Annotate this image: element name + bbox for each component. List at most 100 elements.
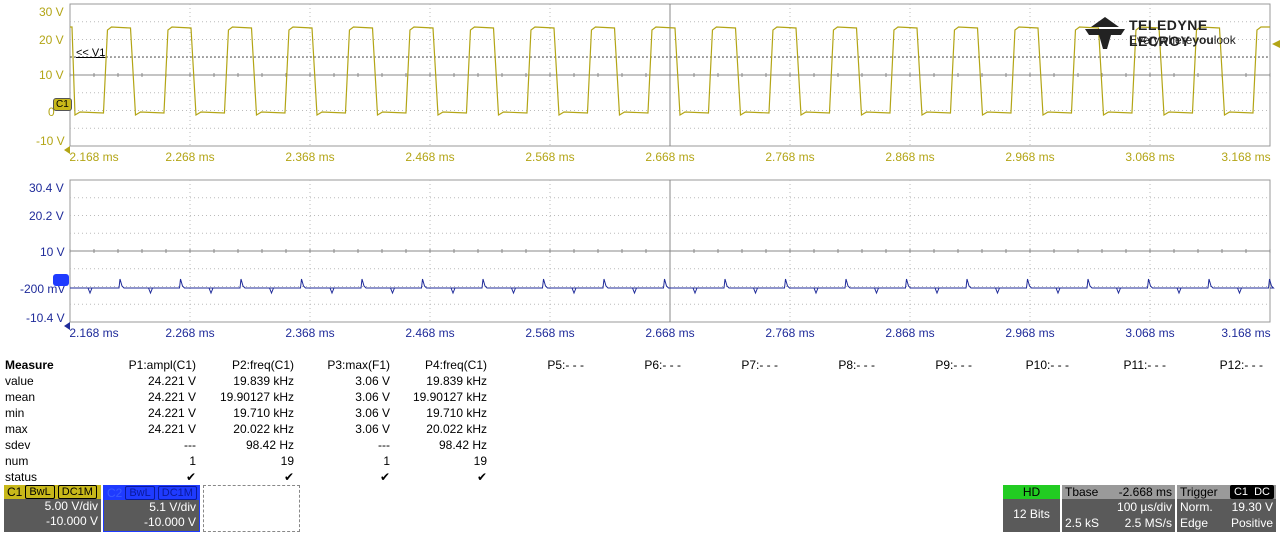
trigger-descriptor[interactable]: Trigger C1 DC Norm. 19.30 V Edge Positiv… <box>1177 485 1276 532</box>
c1-offset: -10.000 V <box>45 514 98 528</box>
bot-ylabel-20: 20.2 V <box>29 209 64 223</box>
c1-trace-marker[interactable]: C1 <box>53 98 72 111</box>
x-tick-label: 2.268 ms <box>165 150 215 164</box>
top-ylabel-0: 0 <box>48 105 55 119</box>
empty-channel-slot[interactable] <box>203 485 300 532</box>
teledyne-lecroy-logo: TELEDYNE LECROY Everywhereyoulook <box>1085 15 1270 50</box>
measure-cell: 19.90127 kHz <box>219 390 294 404</box>
x-tick-label: 2.968 ms <box>1005 326 1055 340</box>
timebase-delay: -2.668 ms <box>1118 485 1172 499</box>
measure-empty-param[interactable]: P11:- - - <box>1123 358 1166 372</box>
c2-bwl-tag: BwL <box>125 486 155 500</box>
measure-row-label: value <box>5 374 34 388</box>
c2-name: C2 <box>107 486 123 500</box>
x-tick-label: 3.068 ms <box>1125 150 1175 164</box>
measure-empty-param[interactable]: P10:- - - <box>1025 358 1069 372</box>
status-bar: C1 BwL DC1M 5.00 V/div -10.000 V C2 BwL … <box>0 485 1280 534</box>
timebase-samples: 2.5 kS <box>1065 516 1100 530</box>
c1-descriptor[interactable]: C1 BwL DC1M 5.00 V/div -10.000 V <box>4 485 101 532</box>
measure-row-label: status <box>5 470 38 484</box>
x-tick-label: 2.568 ms <box>525 326 575 340</box>
x-tick-label: 2.468 ms <box>405 326 455 340</box>
top-ylabel-20: 20 V <box>39 33 64 47</box>
bot-ylabel-10: 10 V <box>40 245 65 259</box>
timebase-label: Tbase <box>1065 485 1099 499</box>
measure-cell: 24.221 V <box>147 406 196 420</box>
measure-empty-param[interactable]: P5:- - - <box>547 358 584 372</box>
measure-cell: 20.022 kHz <box>233 422 294 436</box>
measure-table: Measure P1:ampl(C1) P2:freq(C1) P3:max(F1)… <box>0 357 1280 485</box>
trigger-level: 19.30 V <box>1231 500 1273 514</box>
x-tick-label: 2.468 ms <box>405 150 455 164</box>
measure-param-header[interactable]: P3:max(F1) <box>327 358 390 372</box>
x-tick-label: 2.868 ms <box>885 326 935 340</box>
hd-descriptor[interactable]: HD 12 Bits <box>1003 485 1060 532</box>
brand-tagline: Everywhereyoulook <box>1129 33 1236 47</box>
measure-cell: ✔ <box>379 470 390 484</box>
x-tick-label: 2.568 ms <box>525 150 575 164</box>
measure-title: Measure <box>5 358 54 372</box>
trigger-slope: Positive <box>1230 516 1273 530</box>
bot-ylabel-30: 30.4 V <box>29 181 64 195</box>
measure-cell: 98.42 Hz <box>245 438 294 452</box>
measure-empty-param[interactable]: P7:- - - <box>741 358 778 372</box>
cursor-v1-label[interactable]: << V1 <box>76 47 106 59</box>
timebase-tdiv: 100 µs/div <box>1117 500 1172 514</box>
x-tick-label: 2.168 ms <box>69 150 119 164</box>
measure-row-label: num <box>5 454 29 468</box>
measure-param-header[interactable]: P4:freq(C1) <box>424 358 487 372</box>
c2-descriptor[interactable]: C2 BwL DC1M 5.1 V/div -10.000 V <box>103 485 200 532</box>
timebase-descriptor[interactable]: Tbase -2.668 ms 100 µs/div 2.5 kS 2.5 MS… <box>1062 485 1175 532</box>
measure-empty-param[interactable]: P8:- - - <box>838 358 875 372</box>
x-tick-label: 2.768 ms <box>765 326 815 340</box>
x-tick-label: 2.368 ms <box>285 326 335 340</box>
trigger-channel-tag: C1 <box>1229 485 1252 499</box>
c1-coupling-tag: DC1M <box>57 485 97 499</box>
top-waveform-panel[interactable]: 30 V 20 V 10 V 0 -10 V << V1 C1 2.168 ms… <box>0 0 1280 168</box>
measure-cell: 19.710 kHz <box>426 406 487 420</box>
measure-row-label: sdev <box>5 438 31 452</box>
x-tick-label: 3.168 ms <box>1221 326 1271 340</box>
c2-coupling-tag: DC1M <box>157 486 197 500</box>
x-tick-label: 2.768 ms <box>765 150 815 164</box>
measure-cell: 98.42 Hz <box>438 438 487 452</box>
measure-empty-param[interactable]: P9:- - - <box>935 358 972 372</box>
trigger-coupling-tag: DC <box>1250 485 1274 499</box>
x-tick-label: 3.068 ms <box>1125 326 1175 340</box>
top-ylabel-neg10: -10 V <box>36 134 65 148</box>
teledyne-logo-icon <box>1085 17 1125 49</box>
x-tick-label: 2.268 ms <box>165 326 215 340</box>
c2-trace-marker[interactable] <box>53 274 69 286</box>
measure-cell: 24.221 V <box>147 374 196 388</box>
measure-cell: ✔ <box>283 470 294 484</box>
trigger-label: Trigger <box>1180 485 1218 499</box>
measure-empty-param[interactable]: P12:- - - <box>1219 358 1263 372</box>
x-tick-label: 2.868 ms <box>885 150 935 164</box>
measure-empty-param[interactable]: P6:- - - <box>644 358 681 372</box>
top-ylabel-10: 10 V <box>39 68 64 82</box>
measure-cell: ✔ <box>185 470 196 484</box>
measure-param-header[interactable]: P2:freq(C1) <box>231 358 294 372</box>
trigger-mode: Norm. <box>1180 500 1213 514</box>
measure-cell: 19.710 kHz <box>233 406 294 420</box>
top-waveform-grid[interactable] <box>0 0 1280 168</box>
x-tick-label: 2.668 ms <box>645 326 695 340</box>
brand-name: TELEDYNE LECROY <box>1129 17 1208 49</box>
measure-cell: 3.06 V <box>355 374 390 388</box>
measure-cell: --- <box>184 438 196 452</box>
measure-row-label: min <box>5 406 25 420</box>
measure-cell: 19.839 kHz <box>233 374 294 388</box>
measure-cell: 19 <box>280 454 294 468</box>
x-tick-label: 2.668 ms <box>645 150 695 164</box>
measure-param-header[interactable]: P1:ampl(C1) <box>128 358 196 372</box>
x-tick-label: 2.968 ms <box>1005 150 1055 164</box>
measure-cell: 20.022 kHz <box>426 422 487 436</box>
bottom-waveform-grid[interactable] <box>0 176 1280 344</box>
c1-bwl-tag: BwL <box>25 485 55 499</box>
measure-cell: --- <box>378 438 390 452</box>
measure-cell: 3.06 V <box>355 422 390 436</box>
measure-cell: 19.90127 kHz <box>412 390 487 404</box>
measure-cell: 19.839 kHz <box>426 374 487 388</box>
measure-cell: 24.221 V <box>147 390 196 404</box>
bottom-waveform-panel[interactable]: 30.4 V 20.2 V 10 V -200 mV -10.4 V 2.168… <box>0 176 1280 344</box>
